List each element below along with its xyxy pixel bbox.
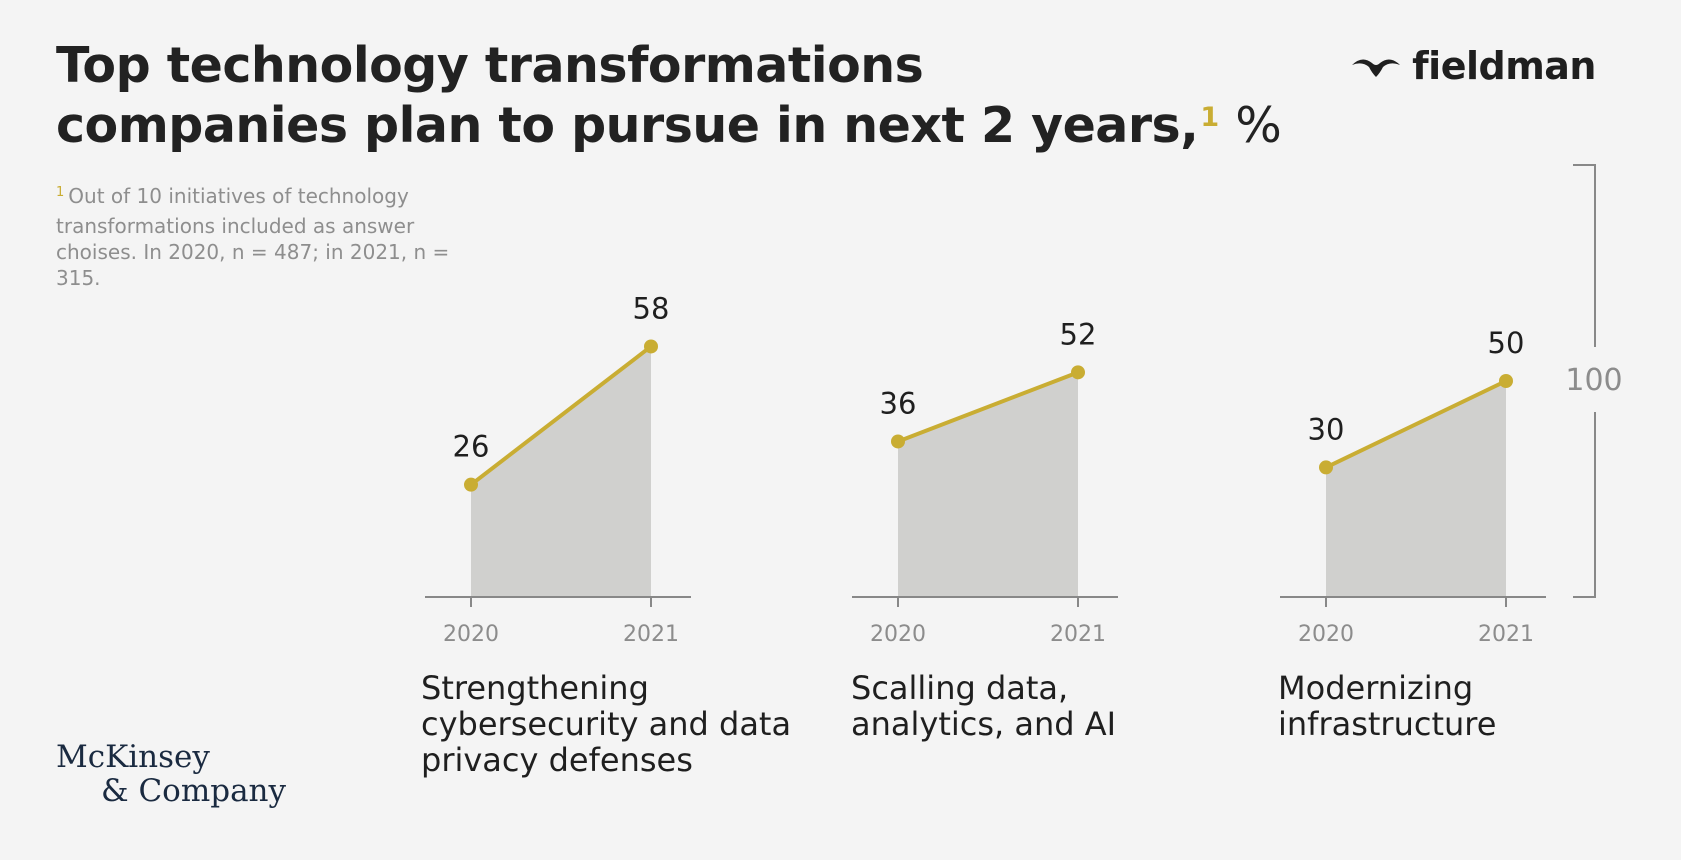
panel-1-tick-label-2021: 2021 — [623, 622, 679, 647]
bird-icon — [1352, 59, 1401, 77]
panel-1-series-line — [469, 344, 653, 487]
panel-2-tick-label-2020: 2020 — [870, 622, 926, 647]
panel-2-data-label-2021: 52 — [1060, 317, 1097, 351]
panel-2-point-2020 — [891, 434, 905, 449]
chart-title: Top technology transformations companies… — [56, 36, 1282, 164]
panel-1-data-label-2020: 26 — [453, 430, 490, 464]
footnote-mark: 1 — [56, 185, 65, 200]
panel-3: 2020 2021 30 50 — [1280, 326, 1546, 647]
panel-2-point-2021 — [1071, 365, 1085, 380]
panel-2: 2020 2021 36 52 — [852, 317, 1118, 647]
scale-bracket: 100 — [1565, 164, 1623, 598]
footnote: 1 Out of 10 initiatives of technology tra… — [56, 183, 476, 291]
panel-3-tick-label-2020: 2020 — [1298, 622, 1354, 647]
panel-1-point-2020 — [464, 477, 478, 492]
panel-3-series-line — [1324, 379, 1508, 470]
panel-2-caption: Scalling data, analytics, and AI — [851, 669, 1117, 743]
title-line-1: Top technology transformations — [56, 37, 924, 94]
source-logo: McKinsey & Company — [56, 740, 286, 808]
panel-2-data-label-2020: 36 — [880, 386, 917, 420]
panel-3-point-2020 — [1319, 460, 1333, 475]
panel-1: 2020 2021 26 58 — [425, 291, 691, 647]
panel-3-tick-label-2021: 2021 — [1478, 622, 1534, 647]
panel-2-tick-label-2021: 2021 — [1050, 622, 1106, 647]
title-footnote-mark: 1 — [1200, 102, 1219, 133]
panel-1-caption: Strengthening cybersecurity and data pri… — [421, 669, 792, 779]
panel-3-point-2021 — [1499, 374, 1513, 388]
chart-panels: 2020 2021 26 58 2020 2021 36 52 2020 2021 30 50 — [425, 291, 1546, 647]
panel-2-series-line — [896, 370, 1080, 444]
panel-1-data-label-2021: 58 — [633, 291, 670, 325]
title-line-2-text: companies plan to pursue in next 2 years… — [56, 97, 1199, 154]
panel-3-area — [1326, 381, 1506, 597]
panel-2-area — [898, 372, 1078, 597]
source-line-1: McKinsey — [56, 739, 210, 775]
panel-1-point-2021 — [644, 339, 658, 354]
panel-3-caption: Modernizing infrastructure — [1278, 669, 1497, 743]
title-line-2: companies plan to pursue in next 2 years… — [56, 96, 1282, 164]
footnote-text: Out of 10 initiatives of technology tran… — [56, 184, 450, 290]
panel-1-tick-label-2020: 2020 — [443, 622, 499, 647]
title-unit: % — [1235, 97, 1282, 154]
panel-3-data-label-2020: 30 — [1308, 412, 1345, 446]
panel-3-data-label-2021: 50 — [1488, 326, 1525, 360]
brand-name: fieldman — [1412, 44, 1596, 88]
panel-1-area — [471, 346, 651, 597]
scale-label: 100 — [1565, 363, 1622, 398]
source-line-2: & Company — [101, 773, 287, 809]
brand-logo: fieldman — [1350, 44, 1596, 88]
